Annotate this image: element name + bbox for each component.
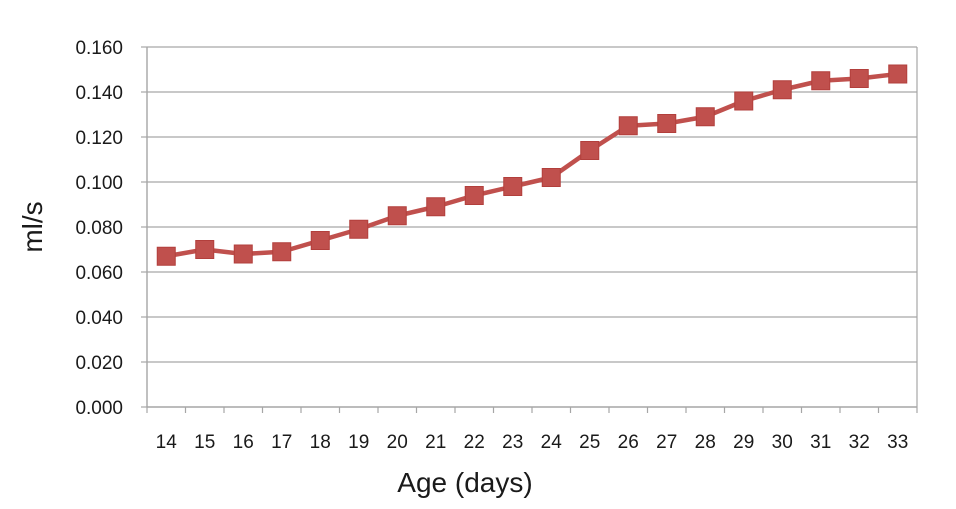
x-tick-labels: 14 15 16 17 18 19 20 21 22 23 24 25 26 27 28 29 30 31 32 33 — [156, 432, 909, 453]
data-point-marker — [580, 141, 600, 160]
data-point-marker — [464, 186, 484, 205]
y-tick-label: 0.000 — [75, 398, 123, 419]
series-line — [165, 71, 899, 259]
x-tick-label: 28 — [695, 432, 716, 453]
x-tick-label: 30 — [772, 432, 793, 453]
data-point-marker — [695, 107, 715, 127]
data-point-marker — [233, 244, 253, 264]
data-point-marker — [811, 71, 831, 91]
data-point-marker — [156, 246, 176, 266]
x-tick-label: 33 — [887, 432, 908, 453]
x-tick-label: 25 — [579, 432, 600, 453]
data-point-marker — [503, 177, 523, 196]
gridlines — [147, 46, 917, 363]
x-tick-label: 22 — [464, 432, 485, 453]
y-tick-label: 0.040 — [75, 308, 123, 329]
y-tick-label: 0.120 — [75, 128, 123, 149]
data-point-marker — [772, 80, 792, 100]
data-point-marker — [734, 91, 754, 111]
x-tick-label: 16 — [233, 432, 254, 453]
x-axis-title: Age (days) — [397, 467, 532, 498]
x-tick-label: 17 — [271, 432, 292, 453]
x-tick-label: 32 — [849, 432, 870, 453]
x-tick-label: 18 — [310, 432, 331, 453]
y-tick-labels: 0.000 0.020 0.040 0.060 0.080 0.100 0.120 0.140… — [75, 38, 123, 419]
x-tick-label: 23 — [502, 432, 523, 453]
data-point-marker — [618, 116, 638, 136]
y-tick-label: 0.140 — [75, 83, 123, 104]
x-tick-label: 19 — [348, 432, 369, 453]
data-point-marker — [426, 197, 446, 217]
y-tick-label: 0.060 — [75, 263, 123, 284]
data-point-marker — [541, 168, 561, 187]
x-tick-label: 26 — [618, 432, 639, 453]
data-point-marker — [849, 69, 869, 88]
x-tick-label: 14 — [156, 432, 178, 453]
data-point-marker — [272, 242, 292, 262]
data-point-marker — [888, 64, 908, 84]
data-point-marker — [657, 114, 677, 133]
y-tick-label: 0.080 — [75, 218, 123, 239]
y-axis-title: ml/s — [17, 201, 48, 252]
x-tick-label: 27 — [656, 432, 677, 453]
y-tick-label: 0.160 — [75, 38, 123, 59]
data-series — [156, 64, 908, 266]
x-tick-label: 15 — [194, 432, 215, 453]
y-tick-label: 0.100 — [75, 173, 123, 194]
x-tick-label: 29 — [733, 432, 754, 453]
data-point-marker — [310, 231, 330, 250]
data-point-marker — [195, 240, 215, 259]
x-tick-label: 20 — [387, 432, 408, 453]
x-tick-label: 21 — [425, 432, 446, 453]
x-tick-label: 31 — [810, 432, 831, 453]
data-point-marker — [349, 219, 369, 239]
data-point-marker — [387, 206, 407, 226]
y-tick-label: 0.020 — [75, 353, 123, 374]
x-tick-label: 24 — [541, 432, 563, 453]
axes — [141, 46, 918, 413]
